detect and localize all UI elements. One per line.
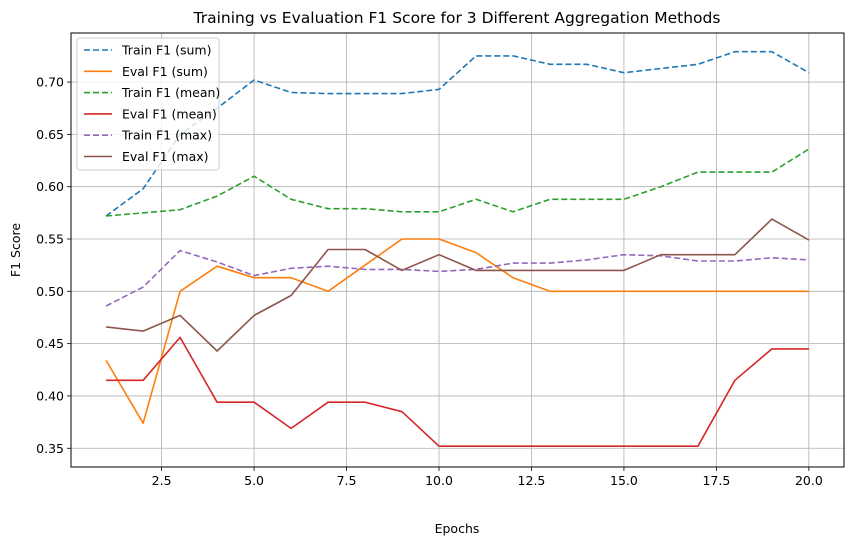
x-tick-label: 10.0: [425, 473, 453, 488]
x-tick-label: 2.5: [152, 473, 172, 488]
legend-label: Train F1 (mean): [121, 85, 220, 100]
y-tick-label: 0.60: [36, 179, 64, 194]
y-tick-label: 0.50: [36, 284, 64, 299]
x-tick-label: 12.5: [518, 473, 546, 488]
y-axis-label: F1 Score: [8, 223, 23, 277]
legend-label: Eval F1 (mean): [122, 106, 217, 121]
legend-label: Train F1 (max): [121, 128, 212, 143]
x-tick-label: 20.0: [795, 473, 823, 488]
x-tick-label: 7.5: [337, 473, 357, 488]
y-tick-label: 0.45: [36, 336, 64, 351]
y-tick-label: 0.65: [36, 127, 64, 142]
series-line-4: [106, 336, 809, 448]
x-tick-label: 5.0: [244, 473, 264, 488]
x-tick-label: 17.5: [702, 473, 730, 488]
y-tick-label: 0.40: [36, 388, 64, 403]
legend-box: [76, 37, 220, 171]
grid-lines: [71, 33, 844, 467]
y-tick-label: 0.55: [36, 232, 64, 247]
x-tick-label: 15.0: [610, 473, 638, 488]
series-line-1: [105, 50, 810, 217]
y-tick-label: 0.70: [36, 75, 64, 90]
x-axis-label: Epochs: [435, 521, 480, 536]
legend-label: Eval F1 (sum): [122, 64, 208, 79]
series-line-6: [106, 218, 810, 352]
axis-ticks: 2.5 5.0 7.5 10.0 12.5 15.0 17.5 20.0 0.35 0.40 0.4…: [36, 75, 823, 488]
series-line-3: [106, 148, 810, 217]
legend-label: Train F1 (sum): [121, 43, 211, 58]
chart-title: Training vs Evaluation F1 Score for 3 Di…: [193, 9, 721, 27]
series-lines: [105, 50, 810, 448]
series-line-5: [105, 249, 809, 307]
y-tick-label: 0.35: [36, 441, 64, 456]
legend-label: Eval F1 (max): [122, 149, 209, 164]
legend: Train F1 (sum) Eval F1 (sum) Train F1 (mea…: [76, 37, 220, 171]
plot-frame: [70, 32, 845, 468]
series-line-2: [105, 238, 809, 425]
